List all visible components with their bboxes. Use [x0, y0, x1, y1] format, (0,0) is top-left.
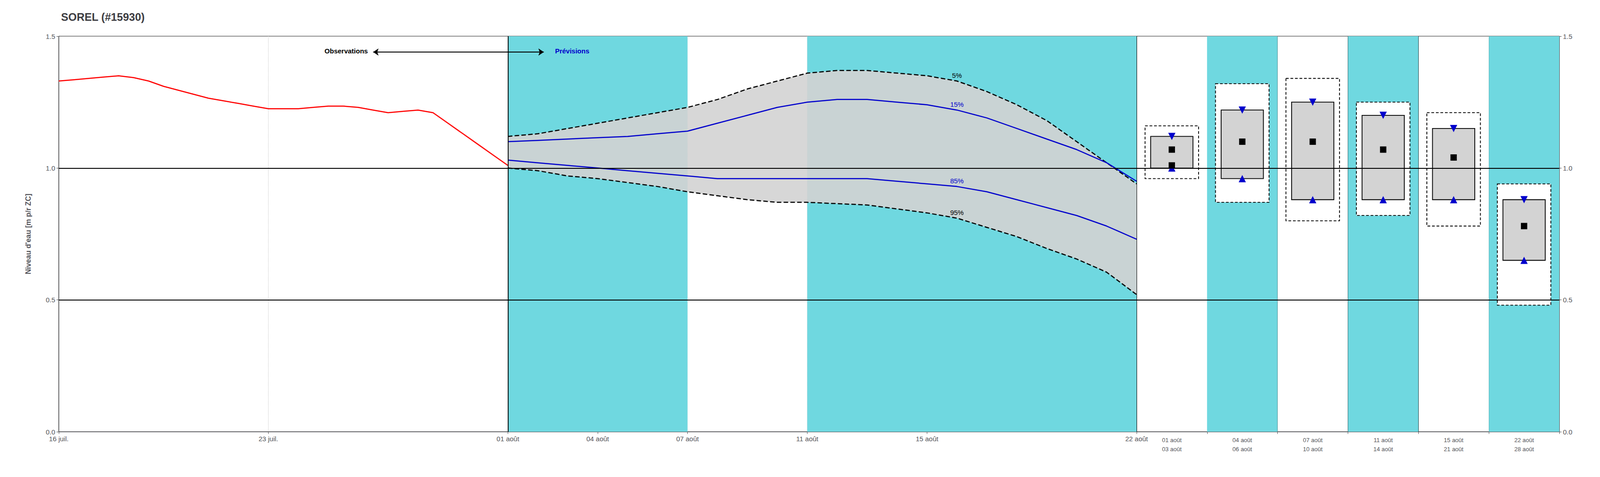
svg-text:28 août: 28 août: [1514, 445, 1534, 453]
svg-text:0.0: 0.0: [45, 427, 56, 436]
svg-text:1.5: 1.5: [45, 32, 56, 41]
svg-text:85%: 85%: [950, 176, 964, 185]
svg-text:10 août: 10 août: [1302, 445, 1323, 453]
svg-text:11 août: 11 août: [1373, 436, 1393, 444]
svg-text:23 juil.: 23 juil.: [258, 434, 279, 443]
svg-text:Observations: Observations: [324, 47, 369, 55]
svg-text:01 août: 01 août: [1161, 436, 1182, 444]
svg-text:22 août: 22 août: [1125, 434, 1149, 443]
svg-text:14 août: 14 août: [1373, 445, 1394, 453]
svg-text:22 août: 22 août: [1514, 436, 1534, 444]
svg-text:0.5: 0.5: [1562, 295, 1573, 304]
svg-text:07 août: 07 août: [676, 434, 700, 443]
svg-text:1.5: 1.5: [1562, 32, 1573, 41]
svg-text:04 août: 04 août: [586, 434, 610, 443]
svg-text:Niveau d'eau [m p/r ZC]: Niveau d'eau [m p/r ZC]: [24, 193, 33, 274]
svg-text:07 août: 07 août: [1302, 436, 1323, 444]
svg-text:01 août: 01 août: [496, 434, 520, 443]
svg-text:1.0: 1.0: [1562, 164, 1573, 172]
svg-text:04 août: 04 août: [1232, 436, 1253, 444]
svg-text:0.5: 0.5: [45, 295, 56, 304]
svg-text:03 août: 03 août: [1161, 445, 1182, 453]
svg-text:Prévisions: Prévisions: [555, 47, 590, 55]
svg-text:95%: 95%: [950, 208, 964, 217]
svg-text:15 août: 15 août: [915, 434, 939, 443]
svg-text:0.0: 0.0: [1562, 427, 1573, 436]
svg-text:06 août: 06 août: [1232, 445, 1253, 453]
svg-text:5%: 5%: [952, 71, 963, 80]
svg-text:11 août: 11 août: [796, 434, 819, 443]
svg-text:1.0: 1.0: [45, 164, 56, 172]
svg-text:15%: 15%: [950, 100, 964, 109]
svg-text:15 août: 15 août: [1444, 436, 1464, 444]
svg-text:16 juil.: 16 juil.: [48, 434, 69, 443]
svg-text:SOREL (#15930): SOREL (#15930): [61, 10, 145, 24]
svg-text:21 août: 21 août: [1444, 445, 1464, 453]
